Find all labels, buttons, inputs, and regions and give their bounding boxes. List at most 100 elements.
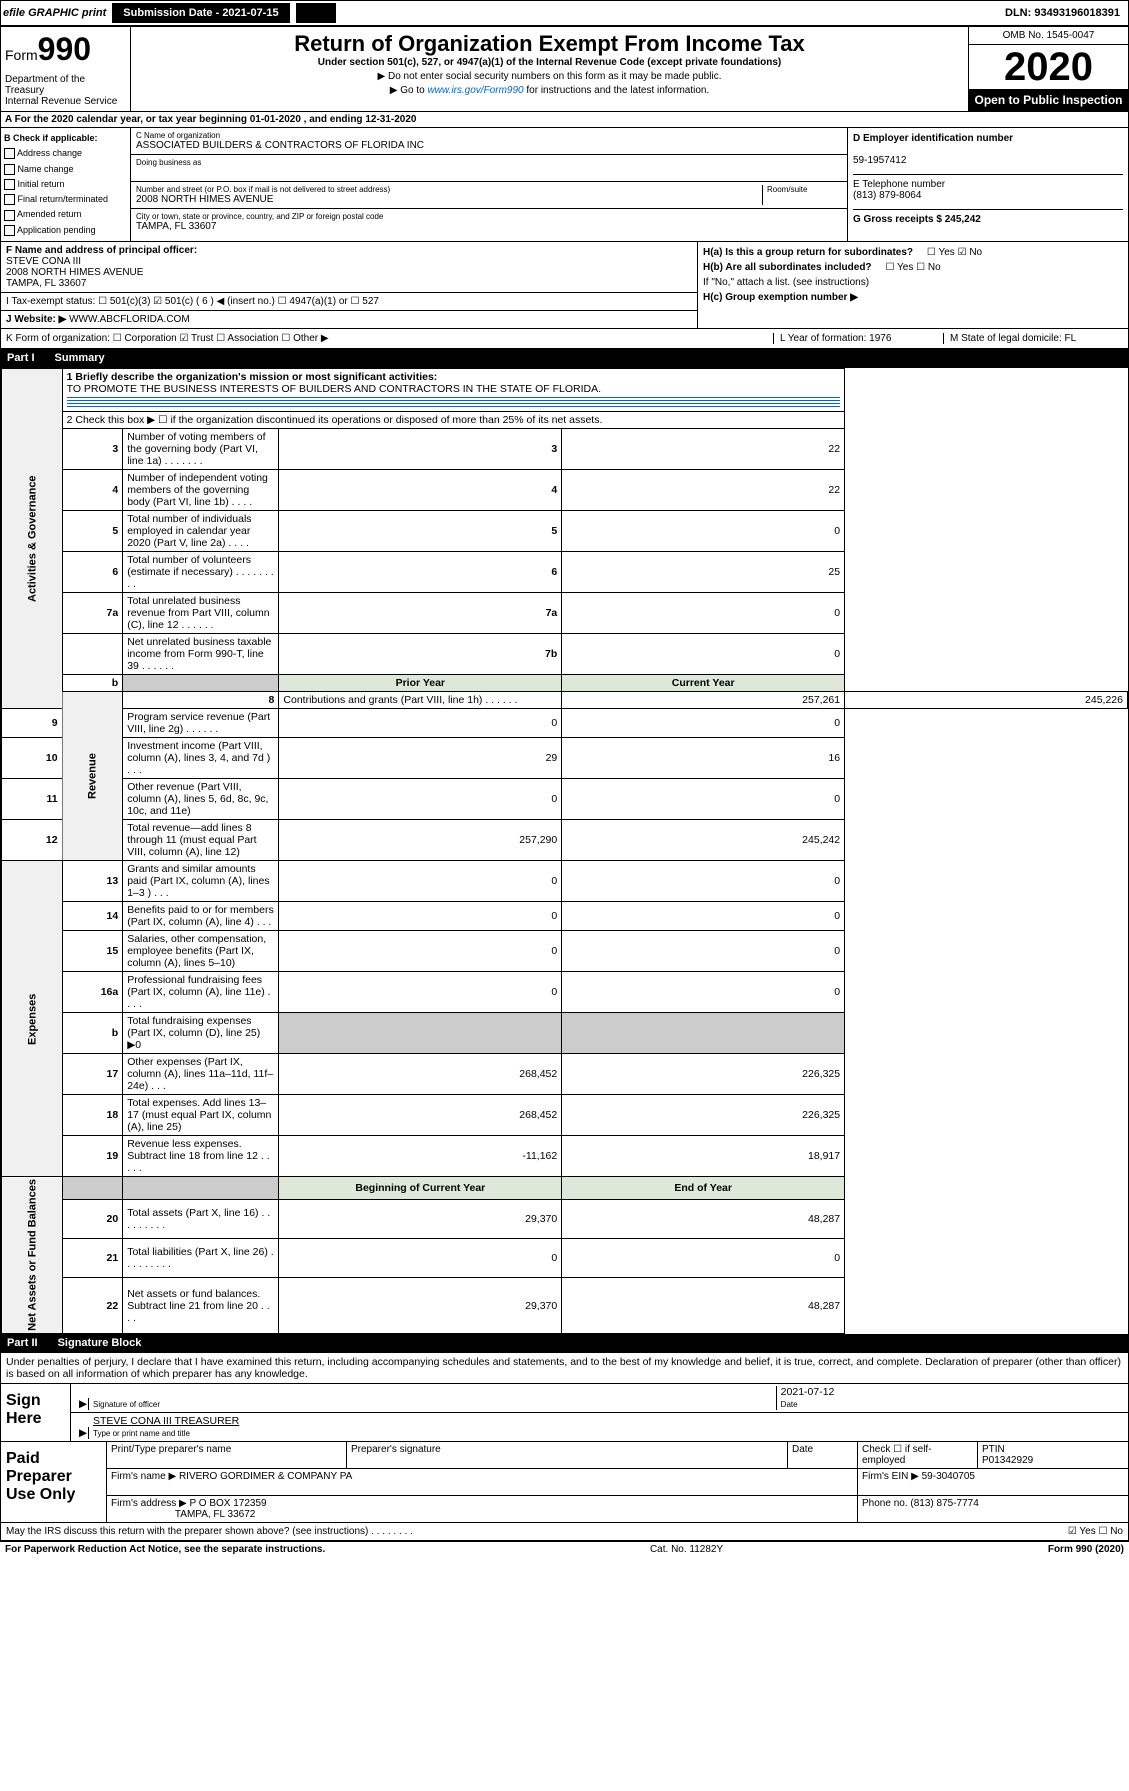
city-row: City or town, state or province, country… [131, 209, 847, 235]
table-row: 16aProfessional fundraising fees (Part I… [2, 972, 1128, 1013]
table-row: 7aTotal unrelated business revenue from … [2, 593, 1128, 634]
table-row: bTotal fundraising expenses (Part IX, co… [2, 1013, 1128, 1054]
opt-amended[interactable]: Amended return [4, 207, 127, 222]
i-opts: 501(c)(3) ☑ 501(c) ( 6 ) ◀ (insert no.) … [110, 296, 379, 307]
b-title: B Check if applicable: [4, 133, 98, 143]
hb-ans: ☐ Yes ☐ No [885, 262, 940, 273]
sign-here-label: Sign Here [1, 1384, 71, 1441]
table-row: 15Salaries, other compensation, employee… [2, 931, 1128, 972]
ptin: P01342929 [982, 1455, 1033, 1466]
top-bar: efile GRAPHIC print Submission Date - 20… [0, 0, 1129, 26]
end-header: End of Year [562, 1177, 845, 1200]
sig-officer-label: Signature of officer [93, 1400, 160, 1409]
table-row: 22Net assets or fund balances. Subtract … [2, 1278, 1128, 1333]
efile-label: efile GRAPHIC print [3, 7, 106, 19]
cat-no: Cat. No. 11282Y [325, 1544, 1048, 1555]
opt-address[interactable]: Address change [4, 146, 127, 161]
m-state: M State of legal domicile: FL [943, 333, 1123, 344]
vert-exp: Expenses [2, 861, 63, 1177]
ein-label: D Employer identification number [853, 133, 1013, 144]
officer-addr2: TAMPA, FL 33607 [6, 278, 86, 289]
dba-label: Doing business as [136, 158, 842, 167]
table-row: 18Total expenses. Add lines 13–17 (must … [2, 1095, 1128, 1136]
addr: 2008 NORTH HIMES AVENUE [136, 194, 762, 205]
part2-header: Part II Signature Block [1, 1334, 1128, 1353]
discuss-q: May the IRS discuss this return with the… [6, 1526, 413, 1537]
table-row: 10Investment income (Part VIII, column (… [2, 738, 1128, 779]
declaration: Under penalties of perjury, I declare th… [1, 1353, 1128, 1384]
line1-label: 1 Briefly describe the organization's mi… [67, 371, 438, 383]
irs-link[interactable]: www.irs.gov/Form990 [427, 85, 523, 96]
vert-net: Net Assets or Fund Balances [2, 1177, 63, 1334]
part1-header: Part I Summary [1, 349, 1128, 368]
form-prefix: Form [5, 47, 38, 63]
department: Department of the Treasury Internal Reve… [5, 74, 126, 107]
summary-table: Activities & Governance 1 Briefly descri… [1, 368, 1128, 1334]
sign-date: 2021-07-12 [781, 1386, 835, 1398]
ein-row: D Employer identification number 59-1957… [853, 131, 1123, 168]
prior-header: Prior Year [279, 675, 562, 692]
f-label: F Name and address of principal officer: [6, 245, 197, 256]
form-frame: Form990 Department of the Treasury Inter… [0, 26, 1129, 1542]
hb-note: If "No," attach a list. (see instruction… [703, 275, 1123, 290]
dba-row: Doing business as [131, 155, 847, 182]
firm-city: TAMPA, FL 33672 [175, 1509, 255, 1520]
part1-title: Summary [55, 352, 105, 364]
part2-title: Signature Block [58, 1337, 142, 1349]
gross-row: G Gross receipts $ 245,242 [853, 209, 1123, 227]
officer-name: STEVE CONA III [6, 256, 81, 267]
table-row: 19Revenue less expenses. Subtract line 1… [2, 1136, 1128, 1177]
table-row: 14Benefits paid to or for members (Part … [2, 902, 1128, 931]
tax-year: 2020 [969, 45, 1128, 89]
discuss-a: ☑ Yes ☐ No [1068, 1526, 1123, 1537]
phone-label: Phone no. [862, 1498, 908, 1509]
tel: (813) 879-8064 [853, 190, 921, 201]
org-name: ASSOCIATED BUILDERS & CONTRACTORS OF FLO… [136, 140, 842, 151]
ha-label: H(a) Is this a group return for subordin… [703, 247, 913, 258]
k-form-org: K Form of organization: ☐ Corporation ☑ … [6, 333, 773, 344]
ha-ans: ☐ Yes ☑ No [927, 247, 982, 258]
table-row: 11Other revenue (Part VIII, column (A), … [2, 779, 1128, 820]
note1: ▶ Do not enter social security numbers o… [135, 71, 964, 82]
section-bcde: B Check if applicable: Address change Na… [1, 128, 1128, 242]
bottom-line: For Paperwork Reduction Act Notice, see … [0, 1542, 1129, 1557]
opt-initial[interactable]: Initial return [4, 177, 127, 192]
note2-prefix: ▶ Go to [390, 85, 428, 96]
section-i: I Tax-exempt status: ☐ 501(c)(3) ☑ 501(c… [1, 293, 697, 311]
blank-button[interactable] [296, 3, 336, 23]
table-row: 21Total liabilities (Part X, line 26) . … [2, 1239, 1128, 1278]
tel-label: E Telephone number [853, 179, 945, 190]
section-f: F Name and address of principal officer:… [1, 242, 697, 293]
signature-section: Under penalties of perjury, I declare th… [1, 1353, 1128, 1442]
opt-final[interactable]: Final return/terminated [4, 192, 127, 207]
firm-addr-label: Firm's address ▶ [111, 1498, 187, 1509]
table-row: 4Number of independent voting members of… [2, 470, 1128, 511]
opt-name[interactable]: Name change [4, 162, 127, 177]
prep-name-label: Print/Type preparer's name [111, 1444, 231, 1455]
officer-addr1: 2008 NORTH HIMES AVENUE [6, 267, 143, 278]
city-label: City or town, state or province, country… [136, 212, 842, 221]
col-b: B Check if applicable: Address change Na… [1, 128, 131, 241]
part1-label: Part I [7, 352, 35, 364]
org-name-row: C Name of organization ASSOCIATED BUILDE… [131, 128, 847, 155]
opt-pending[interactable]: Application pending [4, 223, 127, 238]
self-emp-label: Check ☐ if self-employed [862, 1444, 932, 1466]
table-row: 12Total revenue—add lines 8 through 11 (… [2, 820, 1128, 861]
form-title: Return of Organization Exempt From Incom… [135, 31, 964, 57]
gross-label: G Gross receipts $ 245,242 [853, 214, 981, 225]
hb-label: H(b) Are all subordinates included? [703, 262, 872, 273]
submission-date[interactable]: Submission Date - 2021-07-15 [112, 3, 289, 23]
note2: ▶ Go to www.irs.gov/Form990 for instruct… [135, 85, 964, 96]
dln: DLN: 93493196018391 [1005, 7, 1126, 19]
header-mid: Return of Organization Exempt From Incom… [131, 27, 968, 111]
begin-header: Beginning of Current Year [279, 1177, 562, 1200]
paperwork-notice: For Paperwork Reduction Act Notice, see … [5, 1544, 325, 1555]
addr-label: Number and street (or P.O. box if mail i… [136, 185, 762, 194]
signer-name: STEVE CONA III TREASURER [93, 1415, 239, 1427]
prep-date-label: Date [792, 1444, 813, 1455]
table-row: 20Total assets (Part X, line 16) . . . .… [2, 1200, 1128, 1239]
section-j: J Website: ▶ WWW.ABCFLORIDA.COM [1, 311, 697, 328]
header-left: Form990 Department of the Treasury Inter… [1, 27, 131, 111]
sign-here-row: Sign Here ▶ Signature of officer 2021-07… [1, 1384, 1128, 1441]
section-h: H(a) Is this a group return for subordin… [698, 242, 1128, 328]
